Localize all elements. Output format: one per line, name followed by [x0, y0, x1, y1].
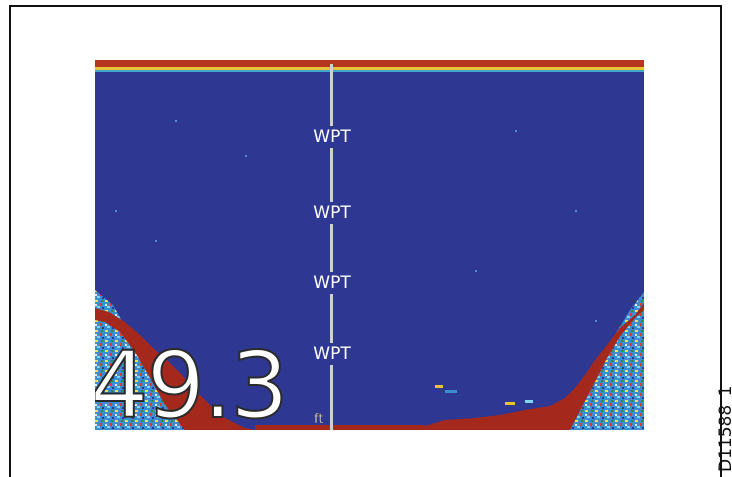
waypoint-label: WPT [311, 272, 353, 294]
waypoint-label: WPT [311, 202, 353, 224]
waypoint-label: WPT [311, 343, 353, 365]
fishfinder-display[interactable]: WPT WPT WPT WPT 49.3 ft [95, 60, 644, 430]
depth-unit: ft [314, 412, 324, 427]
left-bottom-return [95, 308, 255, 430]
figure-frame [9, 5, 722, 477]
waypoint-label: WPT [311, 126, 353, 148]
surface-return [95, 60, 644, 67]
depth-readout: 49.3 [95, 332, 290, 431]
sonar-graphic [95, 60, 644, 430]
right-bottom-return [415, 303, 644, 430]
figure-id-label: D11588_1 [716, 385, 732, 473]
waypoint-line [330, 64, 333, 430]
